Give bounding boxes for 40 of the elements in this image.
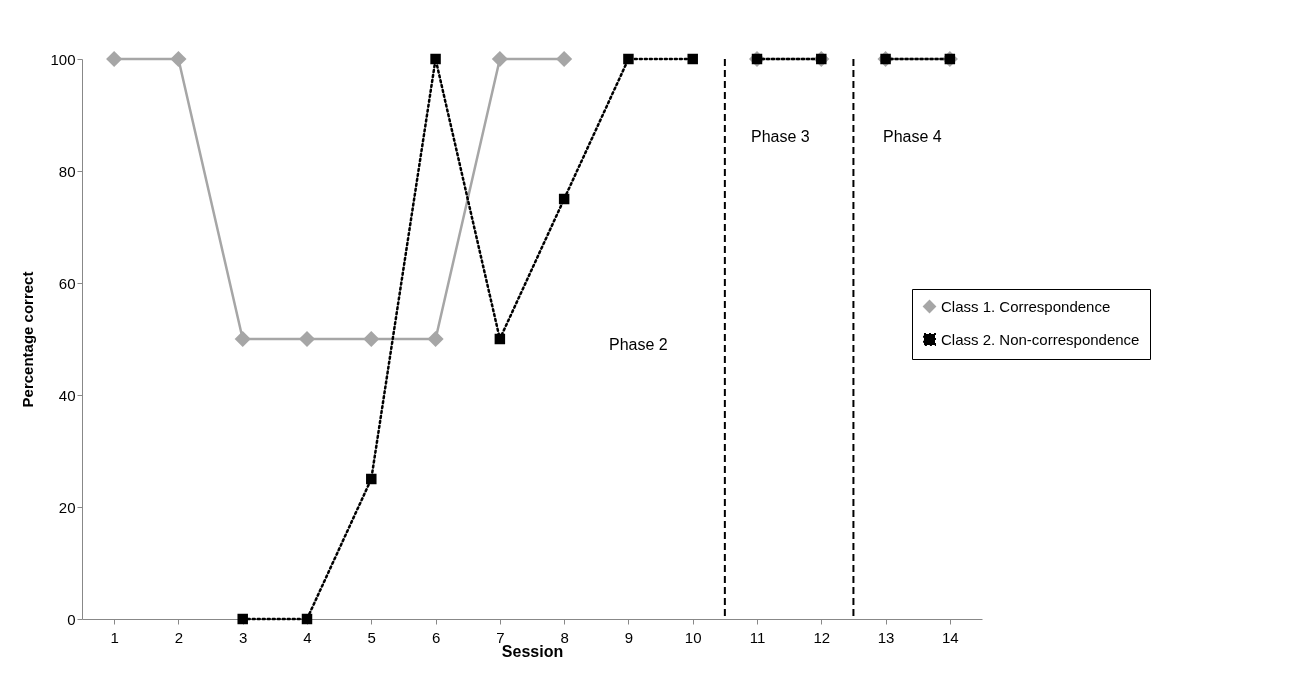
- y-tick-label: 40: [58, 386, 76, 404]
- y-tick-label: 100: [50, 50, 76, 68]
- x-tick-label: 3: [239, 628, 248, 646]
- point: [298, 330, 316, 348]
- y-tick-label: 0: [67, 610, 76, 628]
- x-tick-label: 9: [624, 628, 634, 646]
- point: [366, 473, 377, 485]
- x-tick-label: 6: [431, 628, 441, 646]
- x-tick-label: 11: [749, 628, 766, 646]
- point: [170, 50, 187, 68]
- point: [430, 53, 441, 65]
- point: [623, 53, 634, 65]
- point: [106, 50, 123, 68]
- x-tick-label: 1: [110, 628, 119, 646]
- annotation: Phase 2: [609, 336, 668, 353]
- point: [301, 613, 313, 625]
- x-tick-label: 4: [303, 628, 312, 646]
- point: [491, 50, 508, 68]
- point: [237, 613, 248, 625]
- y-axis-title: Percentage correct: [19, 271, 37, 408]
- legend-label: Class 2. Non-correspondence: [941, 330, 1140, 348]
- x-tick-label: 12: [813, 628, 831, 646]
- point: [427, 330, 444, 348]
- x-tick-label: 13: [877, 628, 895, 646]
- annotation: Phase 4: [883, 128, 942, 145]
- point: [687, 53, 698, 65]
- point: [494, 333, 506, 345]
- y-tick-label: 60: [58, 274, 76, 292]
- y-tick-label: 20: [58, 498, 76, 516]
- x-tick-label: 2: [174, 628, 184, 646]
- point: [363, 330, 380, 348]
- legend-label: Class 1. Correspondence: [941, 297, 1111, 315]
- x-tick-label: 14: [942, 628, 959, 646]
- point: [558, 193, 570, 205]
- x-tick-label: 10: [684, 628, 702, 646]
- point: [556, 50, 573, 68]
- annotation: Phase 3: [751, 128, 810, 145]
- x-tick-label: 5: [367, 628, 376, 646]
- point: [234, 330, 251, 348]
- y-tick-label: 80: [58, 162, 76, 180]
